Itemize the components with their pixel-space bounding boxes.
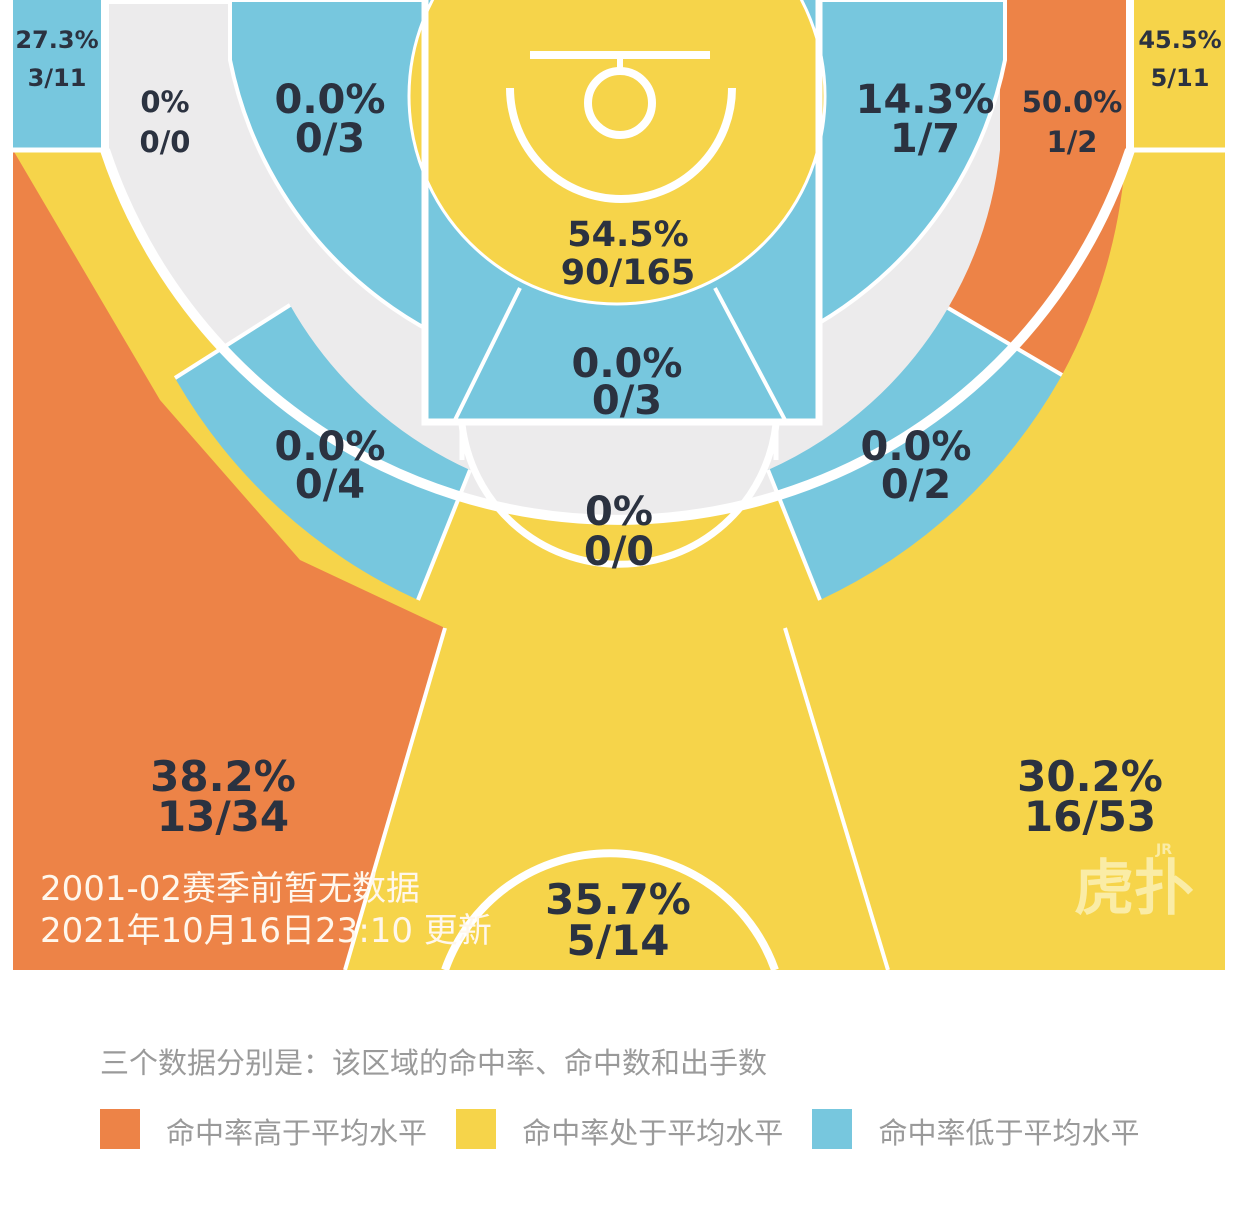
hupu-watermark-logo: 虎扑 JR xyxy=(1074,840,1194,940)
svg-text:14.3%: 14.3% xyxy=(856,77,995,123)
svg-text:0%: 0% xyxy=(140,85,189,119)
svg-text:0.0%: 0.0% xyxy=(275,424,386,470)
zone-labels: 27.3% 3/11 45.5% 5/11 0% 0/0 50.0% 1/2 0… xyxy=(15,26,1221,965)
svg-text:35.7%: 35.7% xyxy=(545,875,691,924)
svg-text:0/4: 0/4 xyxy=(295,462,365,508)
svg-text:54.5%: 54.5% xyxy=(567,215,688,255)
svg-text:0/3: 0/3 xyxy=(295,116,365,162)
restricted-arc xyxy=(506,87,736,203)
svg-text:13/34: 13/34 xyxy=(157,792,289,841)
svg-text:38.2%: 38.2% xyxy=(150,752,296,801)
svg-text:45.5%: 45.5% xyxy=(1138,26,1221,54)
legend-item-above-avg: 命中率高于平均水平 xyxy=(100,1109,436,1150)
zone-left-corner3 xyxy=(13,0,103,148)
watermark-sub: JR xyxy=(1156,842,1172,858)
watermark-main: 虎扑 xyxy=(1074,854,1194,924)
svg-text:0.0%: 0.0% xyxy=(861,424,972,470)
zone-right-baseline-long2 xyxy=(948,0,1126,375)
legend-swatch-orange xyxy=(100,1109,140,1149)
svg-text:0/0: 0/0 xyxy=(140,125,191,159)
legend-swatch-yellow xyxy=(456,1109,497,1149)
chart-caption: 三个数据分别是：该区域的命中率、命中数和出手数 xyxy=(100,1046,768,1080)
legend-item-below-avg: 命中率低于平均水平 xyxy=(812,1109,1139,1150)
svg-text:1/2: 1/2 xyxy=(1047,125,1098,159)
svg-text:1/7: 1/7 xyxy=(890,116,960,162)
update-timestamp: 2021年10月16日23:10 更新 xyxy=(40,911,492,951)
svg-text:30.2%: 30.2% xyxy=(1017,752,1163,801)
svg-text:50.0%: 50.0% xyxy=(1022,85,1123,119)
svg-text:27.3%: 27.3% xyxy=(15,26,98,54)
svg-text:0/2: 0/2 xyxy=(881,462,951,508)
svg-text:0.0%: 0.0% xyxy=(275,77,386,123)
svg-text:5/11: 5/11 xyxy=(1151,64,1210,92)
svg-text:0.0%: 0.0% xyxy=(572,341,683,387)
svg-text:0/0: 0/0 xyxy=(584,529,654,575)
legend: 命中率高于平均水平 命中率处于平均水平 命中率低于平均水平 xyxy=(100,1100,1160,1166)
legend-swatch-blue xyxy=(812,1109,853,1149)
svg-text:0%: 0% xyxy=(585,489,653,535)
zone-left-wing3-fill xyxy=(13,0,445,970)
svg-text:3/11: 3/11 xyxy=(28,64,87,92)
legend-item-avg: 命中率处于平均水平 xyxy=(456,1109,792,1150)
svg-text:5/14: 5/14 xyxy=(566,916,669,965)
no-data-notice: 2001-02赛季前暂无数据 xyxy=(40,869,421,909)
svg-text:90/165: 90/165 xyxy=(561,253,696,293)
zone-right-corner3 xyxy=(1133,0,1225,148)
zone-restricted xyxy=(407,0,827,306)
svg-text:0/3: 0/3 xyxy=(592,378,662,424)
zone-right-wing-long2 xyxy=(768,308,1062,600)
svg-text:16/53: 16/53 xyxy=(1024,792,1156,841)
shot-chart-court: 27.3% 3/11 45.5% 5/11 0% 0/0 50.0% 1/2 0… xyxy=(13,0,1225,970)
rim xyxy=(584,67,656,139)
